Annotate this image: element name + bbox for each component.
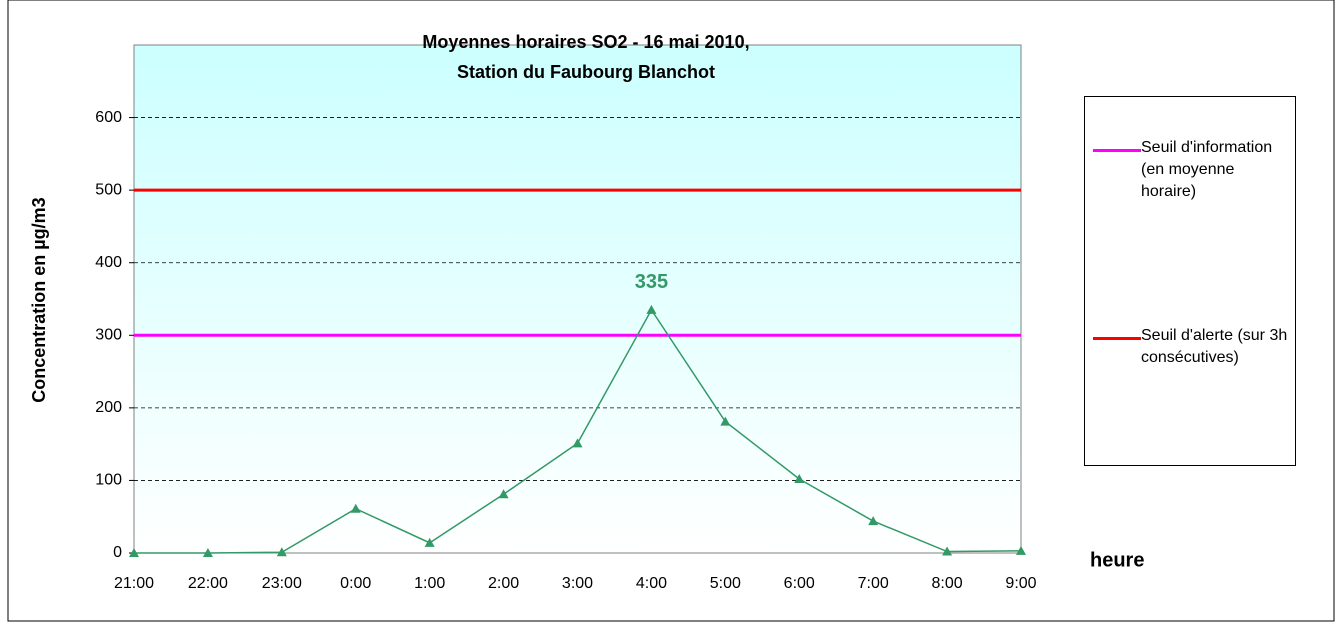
x-tick-label: 22:00 [188, 575, 228, 592]
plot-area [133, 44, 1022, 554]
x-tick-label: 8:00 [932, 575, 963, 592]
x-tick-label: 6:00 [784, 575, 815, 592]
legend-swatch [1093, 149, 1141, 152]
point-marker [498, 489, 509, 499]
y-tick-label: 500 [95, 181, 122, 198]
data-label: 335 [635, 271, 668, 293]
point-marker [572, 438, 583, 448]
y-tick-label: 400 [95, 254, 122, 271]
y-tick-label: 300 [95, 327, 122, 344]
x-tick-label: 3:00 [562, 575, 593, 592]
point-marker [942, 546, 953, 556]
point-marker [720, 416, 731, 426]
x-tick-label: 9:00 [1005, 575, 1036, 592]
chart-title: Station du Faubourg Blanchot [457, 62, 715, 82]
legend-swatch [1093, 337, 1141, 340]
x-axis-label: heure [1090, 549, 1144, 571]
y-tick-label: 200 [95, 399, 122, 416]
point-marker [646, 304, 657, 314]
legend-label: Seuil d'alerte (sur 3h consécutives) [1141, 327, 1288, 366]
point-marker [350, 503, 361, 513]
x-tick-label: 7:00 [858, 575, 889, 592]
x-tick-label: 2:00 [488, 575, 519, 592]
chart-title: Moyennes horaires SO2 - 16 mai 2010, [422, 32, 749, 52]
x-tick-label: 5:00 [710, 575, 741, 592]
y-tick-label: 100 [95, 472, 122, 489]
x-tick-label: 0:00 [340, 575, 371, 592]
point-marker [1016, 545, 1026, 555]
point-marker [129, 548, 139, 557]
x-tick-label: 21:00 [114, 575, 154, 592]
y-tick-label: 0 [113, 544, 122, 561]
x-tick-label: 4:00 [636, 575, 667, 592]
y-axis-label: Concentration en µg/m3 [29, 197, 49, 402]
legend: Seuil d'information (en moyenne horaire)… [1084, 96, 1296, 466]
point-marker [202, 548, 213, 557]
point-marker [868, 516, 879, 526]
y-tick-label: 600 [95, 109, 122, 126]
x-tick-label: 23:00 [262, 575, 302, 592]
x-tick-label: 1:00 [414, 575, 445, 592]
point-marker [424, 537, 435, 547]
point-marker [794, 473, 805, 483]
legend-label: Seuil d'information (en moyenne horaire) [1141, 139, 1273, 200]
point-marker [276, 547, 287, 557]
